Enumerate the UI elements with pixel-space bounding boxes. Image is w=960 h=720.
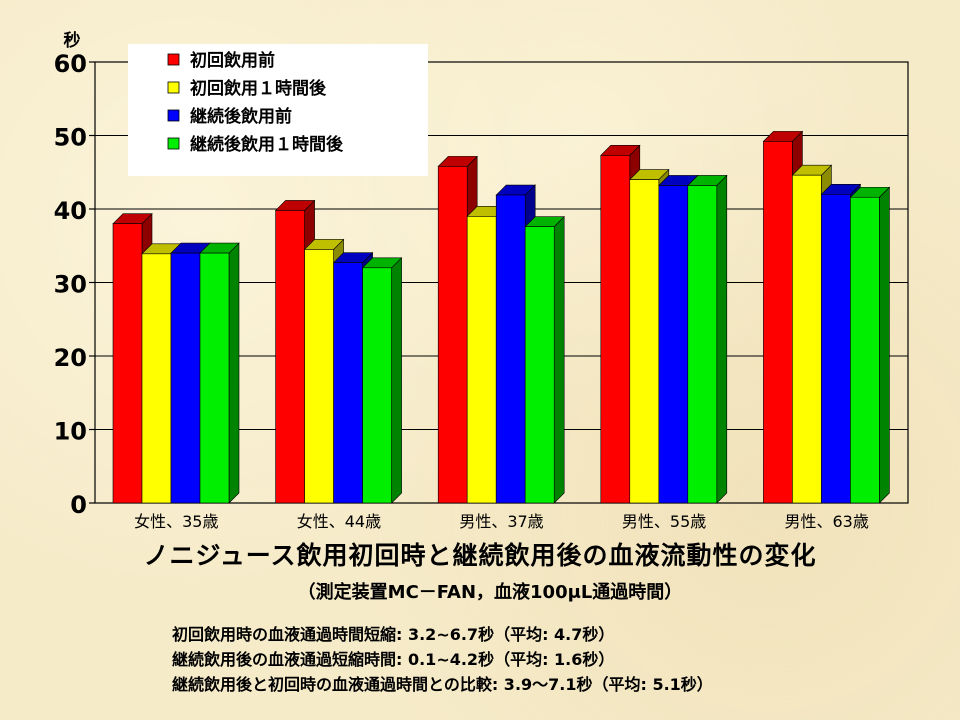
legend-swatch bbox=[167, 53, 180, 66]
summary-notes: 初回飲用時の血液通過時間短縮: 3.2~6.7秒（平均: 4.7秒） 継続飲用後… bbox=[172, 622, 713, 697]
legend-label: 継続後飲用前 bbox=[190, 106, 292, 127]
bar bbox=[112, 223, 143, 504]
legend-label: 初回飲用１時間後 bbox=[190, 78, 327, 99]
y-tick-label: 50 bbox=[54, 124, 87, 152]
bar bbox=[199, 252, 230, 504]
bar bbox=[170, 252, 201, 504]
bar bbox=[763, 141, 793, 504]
bar-side bbox=[879, 186, 890, 504]
bar bbox=[524, 226, 555, 504]
y-tick-label: 0 bbox=[70, 491, 87, 519]
legend-swatch bbox=[167, 81, 180, 94]
bar bbox=[821, 194, 851, 504]
bar-side bbox=[553, 215, 565, 504]
bar bbox=[362, 267, 392, 504]
bar bbox=[141, 253, 172, 504]
bar-side bbox=[716, 174, 728, 504]
x-tick-label: 男性、55歳 bbox=[622, 512, 706, 531]
bar bbox=[466, 216, 497, 504]
y-tick-label: 10 bbox=[54, 418, 87, 446]
legend-swatch bbox=[167, 137, 180, 150]
legend-label: 初回飲用前 bbox=[190, 50, 275, 71]
chart-title: ノニジュース飲用初回時と継続飲用後の血液流動性の変化 bbox=[143, 541, 817, 570]
legend-label: 継続後飲用１時間後 bbox=[190, 134, 344, 155]
bar bbox=[600, 155, 631, 504]
note-line-1: 初回飲用時の血液通過時間短縮: 3.2~6.7秒（平均: 4.7秒） bbox=[172, 625, 615, 644]
note-line-3: 継続飲用後と初回時の血液通過時間との比較: 3.9～7.1秒（平均: 5.1秒） bbox=[172, 675, 713, 694]
bar bbox=[304, 249, 334, 504]
bar bbox=[658, 185, 689, 504]
bar bbox=[437, 166, 468, 504]
bar bbox=[792, 174, 822, 504]
x-tick-label: 女性、44歳 bbox=[297, 512, 381, 531]
bar bbox=[629, 179, 660, 504]
bar bbox=[333, 262, 363, 504]
bar bbox=[687, 185, 718, 504]
bar-side bbox=[228, 242, 240, 504]
y-tick-label: 20 bbox=[54, 344, 87, 372]
y-tick-label: 30 bbox=[54, 271, 87, 299]
y-axis-label: 秒 bbox=[64, 30, 81, 51]
x-tick-label: 男性、63歳 bbox=[785, 512, 869, 531]
bar bbox=[495, 194, 526, 504]
bar bbox=[850, 196, 880, 504]
x-tick-label: 女性、35歳 bbox=[134, 512, 218, 531]
bar-side bbox=[391, 257, 402, 504]
chart-subtitle: （測定装置MC－FAN，血液100μL通過時間） bbox=[297, 582, 683, 603]
legend-swatch bbox=[167, 109, 180, 122]
x-tick-label: 男性、37歳 bbox=[459, 512, 543, 531]
bar bbox=[275, 210, 305, 504]
y-tick-label: 60 bbox=[54, 50, 87, 78]
note-line-2: 継続飲用後の血液通過短縮時間: 0.1~4.2秒（平均: 1.6秒） bbox=[172, 650, 615, 669]
y-tick-label: 40 bbox=[54, 197, 87, 225]
